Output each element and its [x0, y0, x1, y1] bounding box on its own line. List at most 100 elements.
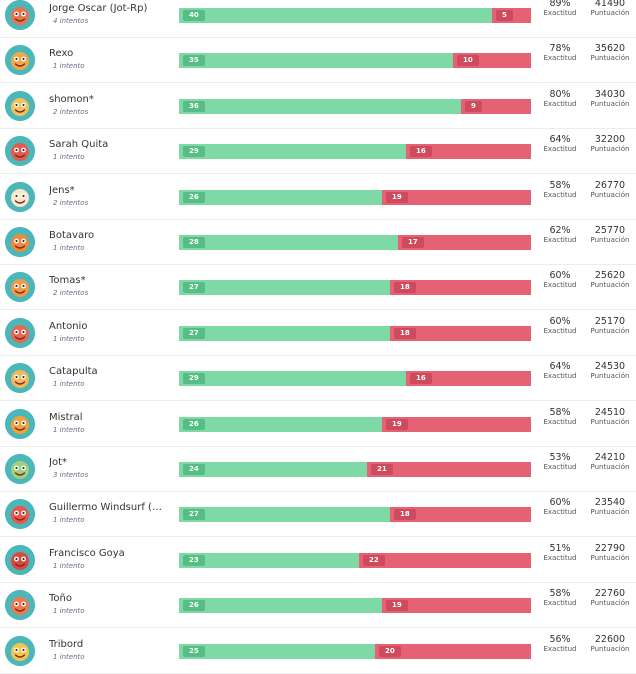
accuracy-value: 53% — [549, 452, 571, 463]
score-stat: 35620 Puntuación — [590, 43, 630, 63]
leaderboard-row[interactable]: Tribord 1 intento 25 20 56% Exactitud 22… — [0, 629, 636, 674]
correct-bar-fill — [179, 462, 367, 477]
leaderboard-row[interactable]: Tomas* 2 intentos 27 18 60% Exactitud 25… — [0, 265, 636, 311]
correct-count: 26 — [183, 600, 205, 612]
accuracy-stat: 64% Exactitud — [540, 361, 580, 381]
leaderboard-row[interactable]: Catapulta 1 intento 29 16 64% Exactitud … — [0, 356, 636, 402]
incorrect-count: 22 — [363, 554, 385, 566]
accuracy-stat: 58% Exactitud — [540, 180, 580, 200]
leaderboard-row[interactable]: Francisco Goya 1 intento 23 22 51% Exact… — [0, 538, 636, 583]
player-attempts: 1 intento — [53, 561, 85, 570]
answer-bar: 29 16 — [179, 144, 531, 160]
player-attempts: 1 intento — [53, 62, 85, 71]
incorrect-count: 18 — [394, 282, 416, 294]
leaderboard-row[interactable]: Antonio 1 intento 27 18 60% Exactitud 25… — [0, 311, 636, 356]
accuracy-value: 51% — [549, 542, 571, 554]
score-label: Puntuación — [590, 99, 630, 108]
incorrect-count: 21 — [371, 464, 393, 475]
answer-bar: 24 21 — [179, 462, 531, 477]
leaderboard-row[interactable]: Rexo 1 intento 35 10 78% Exactitud 35620… — [0, 38, 636, 84]
row-divider — [0, 400, 636, 402]
player-avatar-icon — [5, 499, 35, 530]
correct-count: 29 — [183, 146, 205, 158]
score-value: 32200 — [594, 134, 626, 146]
accuracy-stat: 53% Exactitud — [540, 452, 580, 472]
score-value: 24530 — [594, 361, 626, 373]
correct-bar-fill — [179, 552, 359, 568]
accuracy-value: 62% — [549, 225, 571, 236]
player-name: shomon* — [49, 93, 94, 105]
correct-count: 35 — [183, 55, 205, 67]
leaderboard-row[interactable]: Jens* 2 intentos 26 19 58% Exactitud 267… — [0, 175, 636, 220]
accuracy-stat: 58% Exactitud — [540, 407, 580, 427]
correct-bar-fill — [179, 598, 382, 614]
score-value: 24510 — [594, 406, 626, 418]
score-label: Puntuación — [590, 9, 630, 17]
leaderboard-row[interactable]: Toño 1 intento 26 19 58% Exactitud 22760… — [0, 583, 636, 629]
player-attempts: 4 intentos — [53, 17, 89, 25]
row-divider — [0, 37, 636, 38]
incorrect-count: 17 — [402, 237, 424, 248]
player-avatar-icon — [5, 0, 35, 30]
player-name: Jens* — [49, 184, 75, 196]
score-stat: 24530 Puntuación — [590, 361, 630, 381]
player-avatar-icon — [5, 363, 35, 394]
score-label: Puntuación — [590, 417, 630, 426]
accuracy-label: Exactitud — [543, 99, 577, 108]
accuracy-value: 56% — [549, 633, 571, 645]
correct-bar-fill — [179, 325, 390, 341]
score-stat: 24210 Puntuación — [590, 452, 630, 472]
correct-count: 27 — [183, 509, 205, 521]
player-avatar-icon — [5, 45, 35, 76]
player-avatar-icon — [5, 454, 35, 484]
incorrect-count: 19 — [386, 191, 408, 203]
accuracy-stat: 60% Exactitud — [540, 270, 580, 290]
correct-bar-fill — [179, 280, 390, 296]
leaderboard-row[interactable]: Guillermo Windsurf (Gu... 1 intento 27 1… — [0, 492, 636, 538]
player-name: Toño — [49, 593, 72, 605]
answer-bar: 29 16 — [179, 371, 531, 387]
player-name: Sarah Quita — [49, 139, 109, 151]
correct-count: 24 — [183, 464, 205, 475]
score-stat: 22600 Puntuación — [590, 634, 630, 654]
row-divider — [0, 309, 636, 311]
score-stat: 22790 Puntuación — [590, 543, 630, 563]
player-avatar-icon — [5, 181, 35, 212]
leaderboard-row[interactable]: shomon* 2 intentos 36 9 80% Exactitud 34… — [0, 84, 636, 129]
leaderboard-row[interactable]: Jorge Oscar (Jot-Rp) 4 intentos 40 5 89%… — [0, 0, 636, 38]
score-value: 22600 — [594, 633, 626, 645]
row-divider — [0, 173, 636, 175]
player-avatar-icon — [5, 317, 35, 348]
score-stat: 23540 Puntuación — [590, 497, 630, 517]
correct-bar-fill — [179, 189, 382, 205]
leaderboard-row[interactable]: Sarah Quita 1 intento 29 16 64% Exactitu… — [0, 129, 636, 175]
correct-count: 26 — [183, 191, 205, 203]
score-value: 26770 — [594, 179, 626, 191]
accuracy-value: 60% — [549, 497, 571, 509]
score-label: Puntuación — [590, 463, 630, 471]
incorrect-count: 18 — [394, 327, 416, 339]
row-divider — [0, 491, 636, 492]
score-label: Puntuación — [590, 372, 630, 381]
row-divider — [0, 627, 636, 629]
accuracy-value: 64% — [549, 361, 571, 373]
leaderboard-row[interactable]: Jot* 3 intentos 24 21 53% Exactitud 2421… — [0, 447, 636, 492]
player-avatar-icon — [5, 544, 35, 575]
player-attempts: 3 intentos — [53, 471, 89, 479]
leaderboard-row[interactable]: Mistral 1 intento 26 19 58% Exactitud 24… — [0, 402, 636, 447]
accuracy-stat: 51% Exactitud — [540, 543, 580, 563]
accuracy-value: 64% — [549, 134, 571, 146]
accuracy-label: Exactitud — [543, 599, 577, 608]
player-attempts: 2 intentos — [53, 107, 89, 116]
player-attempts: 1 intento — [53, 153, 85, 162]
score-value: 34030 — [594, 88, 626, 100]
accuracy-label: Exactitud — [543, 9, 577, 17]
correct-count: 29 — [183, 373, 205, 385]
score-label: Puntuación — [590, 281, 630, 290]
leaderboard-row[interactable]: Botavaro 1 intento 28 17 62% Exactitud 2… — [0, 220, 636, 265]
accuracy-label: Exactitud — [543, 417, 577, 426]
accuracy-stat: 64% Exactitud — [540, 134, 580, 154]
accuracy-stat: 62% Exactitud — [540, 225, 580, 245]
correct-bar-fill — [179, 53, 453, 69]
score-value: 22790 — [594, 542, 626, 554]
